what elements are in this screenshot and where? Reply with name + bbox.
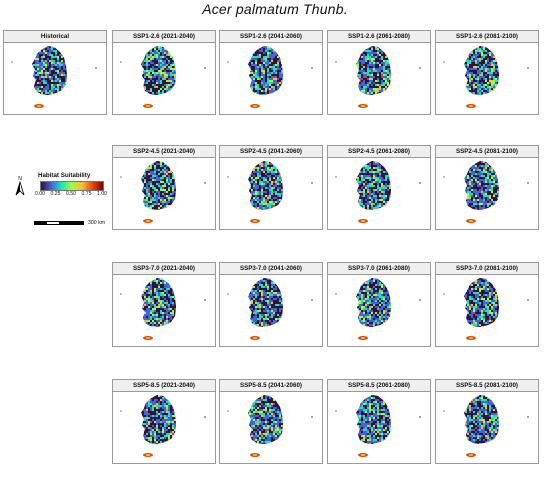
- panel-label: Historical: [4, 31, 106, 43]
- map-panel: SSP3-7.0 (2061-2080): [327, 262, 431, 347]
- panel-label: SSP1-2.6 (2041-2060): [220, 31, 322, 43]
- panel-label: SSP3-7.0 (2021-2040): [113, 263, 215, 275]
- map-panel: SSP5-8.5 (2081-2100): [435, 379, 539, 464]
- colorbar-tick-label: 0.75: [81, 191, 92, 197]
- panel-label: SSP1-2.6 (2061-2080): [328, 31, 430, 43]
- korea-suitability-map: [11, 46, 97, 108]
- map-panel: SSP3-7.0 (2021-2040): [112, 262, 216, 347]
- korea-suitability-map: [335, 278, 421, 340]
- map-panel: SSP2-4.5 (2021-2040): [112, 145, 216, 230]
- korea-suitability-map: [120, 46, 206, 108]
- north-arrow-icon: N: [15, 176, 25, 196]
- korea-suitability-map: [335, 161, 421, 223]
- map-panel: SSP2-4.5 (2081-2100): [435, 145, 539, 230]
- panel-label: SSP5-8.5 (2041-2060): [220, 380, 322, 392]
- colorbar-tick-label: 1.00: [96, 191, 108, 197]
- map-panel: SSP1-2.6 (2081-2100): [435, 30, 539, 115]
- legend: N Habitat Suitability 0.00 0.25 0.50 0.75 1.…: [10, 172, 110, 242]
- korea-suitability-map: [443, 161, 529, 223]
- panel-label: SSP2-4.5 (2081-2100): [436, 146, 538, 158]
- korea-suitability-map: [443, 278, 529, 340]
- colorbar-tick-label: 0.50: [65, 191, 77, 197]
- korea-suitability-map: [335, 46, 421, 108]
- map-panel: SSP2-4.5 (2061-2080): [327, 145, 431, 230]
- map-panel: Historical: [3, 30, 107, 115]
- korea-suitability-map: [227, 395, 313, 457]
- map-panel: SSP1-2.6 (2041-2060): [219, 30, 323, 115]
- scale-label: 300 km: [88, 220, 106, 226]
- panel-label: SSP1-2.6 (2081-2100): [436, 31, 538, 43]
- korea-suitability-map: [443, 46, 529, 108]
- panel-label: SSP2-4.5 (2041-2060): [220, 146, 322, 158]
- colorbar-tick-label: 0.00: [34, 191, 46, 197]
- map-panel: SSP5-8.5 (2021-2040): [112, 379, 216, 464]
- panel-label: SSP5-8.5 (2081-2100): [436, 380, 538, 392]
- panel-label: SSP3-7.0 (2061-2080): [328, 263, 430, 275]
- legend-title: Habitat Suitability: [38, 172, 91, 179]
- korea-suitability-map: [120, 395, 206, 457]
- korea-suitability-map: [227, 161, 313, 223]
- colorbar-ticks: 0.00 0.25 0.50 0.75 1.00: [34, 191, 108, 199]
- colorbar-tick-label: 0.25: [50, 191, 61, 197]
- map-panel: SSP1-2.6 (2061-2080): [327, 30, 431, 115]
- korea-suitability-map: [227, 46, 313, 108]
- map-panel: SSP5-8.5 (2061-2080): [327, 379, 431, 464]
- panel-label: SSP3-7.0 (2081-2100): [436, 263, 538, 275]
- korea-suitability-map: [120, 278, 206, 340]
- colorbar: [40, 181, 104, 191]
- korea-suitability-map: [120, 161, 206, 223]
- panel-label: SSP1-2.6 (2021-2040): [113, 31, 215, 43]
- map-panel: SSP1-2.6 (2021-2040): [112, 30, 216, 115]
- panel-label: SSP2-4.5 (2061-2080): [328, 146, 430, 158]
- map-panel: SSP3-7.0 (2041-2060): [219, 262, 323, 347]
- panel-label: SSP5-8.5 (2021-2040): [113, 380, 215, 392]
- korea-suitability-map: [443, 395, 529, 457]
- panel-label: SSP3-7.0 (2041-2060): [220, 263, 322, 275]
- korea-suitability-map: [227, 278, 313, 340]
- panel-label: SSP2-4.5 (2021-2040): [113, 146, 215, 158]
- figure-title: Acer palmatum Thunb.: [202, 1, 348, 17]
- map-panel: SSP2-4.5 (2041-2060): [219, 145, 323, 230]
- map-panel: SSP3-7.0 (2081-2100): [435, 262, 539, 347]
- scale-bar: [34, 221, 84, 225]
- map-panel: SSP5-8.5 (2041-2060): [219, 379, 323, 464]
- panel-label: SSP5-8.5 (2061-2080): [328, 380, 430, 392]
- korea-suitability-map: [335, 395, 421, 457]
